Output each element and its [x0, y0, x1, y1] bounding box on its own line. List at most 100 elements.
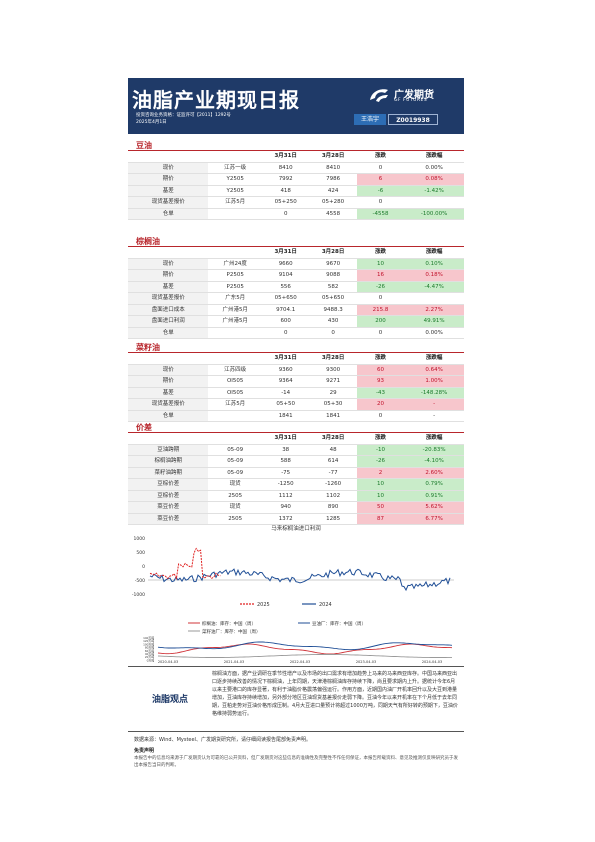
- table-cell: -75: [261, 467, 310, 479]
- table-cell: 盘面进口成本: [128, 304, 209, 316]
- table-cell: 05+30: [309, 398, 357, 411]
- series-2024-line: [149, 568, 451, 592]
- chart1-y-axis: 1000 500 0 -500 -1000: [132, 536, 145, 598]
- report-title: 油脂产业期现日报: [132, 88, 300, 112]
- table-cell: 890: [309, 501, 357, 514]
- series-2025-line: [149, 547, 221, 581]
- table-cell: 期价: [128, 269, 209, 282]
- header-cell: [208, 151, 262, 163]
- table-row: 现价 江苏四级 9360 9300 60 0.64%: [128, 364, 464, 376]
- table-cell: -: [404, 410, 464, 422]
- table-row: 豆棕价差 现货 -1250 -1260 10 0.79%: [128, 478, 464, 491]
- table-cell: Y2505: [208, 173, 262, 186]
- chart1-title: 马来棕榈油进口利润: [271, 524, 321, 532]
- table-cell: 广东5月: [208, 292, 262, 305]
- table-cell: 29: [309, 387, 357, 399]
- analyst-license: Z0019938: [388, 114, 438, 125]
- section-0: 豆油 3月31日 3月28日 涨跌 涨跌幅 现价 江苏一级 8410 8410 0 0.00% 期价 Y…: [128, 140, 464, 220]
- legend-soy: 豆油厂：库存：中国（周）: [312, 620, 366, 627]
- table-cell: -26: [356, 455, 405, 468]
- table-cell: P2505: [208, 281, 262, 293]
- report-page: 油脂产业期现日报 投资咨询业务资格：证监许可【2011】1292号 2025年4…: [128, 78, 464, 842]
- chart2-y-tick: 40万吨: [145, 652, 154, 656]
- table-cell: 0.18%: [404, 269, 464, 282]
- table-cell: 16: [356, 269, 405, 282]
- chart1-y-tick: 500: [136, 550, 145, 556]
- header-cell: 3月31日: [261, 353, 310, 365]
- disclaimer-text: 本报告中的信息均来源于广发期货认为可靠的已公开资料，但广发期货对这些信息的准确性…: [134, 756, 458, 768]
- table-cell: 9104: [261, 269, 310, 282]
- table-cell: 05+280: [309, 196, 357, 209]
- section-3: 价差 3月31日 3月28日 涨跌 涨跌幅 豆油跨期 05-09 38 48 -10 -20.83%…: [128, 422, 464, 525]
- table-cell: 9704.1: [261, 304, 310, 316]
- table-cell: 现货基差报价: [128, 196, 209, 209]
- table-cell: 05-09: [208, 455, 262, 468]
- table-cell: 菜豆价差: [128, 501, 209, 514]
- table-cell: 10: [356, 490, 405, 502]
- table-cell: 基差: [128, 387, 209, 399]
- legend-2024: 2024: [319, 602, 332, 608]
- table-cell: OI505: [208, 387, 262, 399]
- table-cell: 9364: [261, 375, 310, 388]
- section-title: 菜籽油: [128, 342, 464, 353]
- table-cell: [208, 208, 262, 220]
- table-cell: 7986: [309, 173, 357, 186]
- table-row: 现货基差报价 江苏5月 05+50 05+30 20-: [128, 398, 464, 411]
- table-cell: 9488.3: [309, 304, 357, 316]
- chart2-y-tick: 120万吨: [143, 639, 154, 643]
- header-cell: 3月31日: [261, 247, 310, 259]
- gf-logo-icon: [370, 89, 388, 102]
- chart1-legend: 2025 2024: [240, 602, 332, 608]
- table-cell: 940: [261, 501, 310, 514]
- table-cell: -6: [356, 185, 405, 197]
- table-row: 仓单 0 4558 -4558 -100.00%: [128, 208, 464, 220]
- table-cell: 0: [356, 327, 405, 339]
- header-cell: 3月31日: [261, 433, 310, 445]
- table-cell: 江苏5月: [208, 196, 262, 209]
- data-table: 3月31日 3月28日 涨跌 涨跌幅 现价 江苏四级 9360 9300 60 0.64% 期价 OI…: [128, 353, 464, 422]
- table-cell: 215.8: [356, 304, 405, 316]
- header-cell: 涨跌: [356, 353, 405, 365]
- header-cell: 3月31日: [261, 151, 310, 163]
- table-row: 期价 P2505 9104 9088 16 0.18%: [128, 269, 464, 282]
- table-cell: -4.47%: [404, 281, 464, 293]
- table-cell: 588: [261, 455, 310, 468]
- table-cell: 05+250: [261, 196, 310, 209]
- header-cell: 3月28日: [309, 247, 357, 259]
- chart1-y-tick: -1000: [132, 592, 145, 598]
- table-cell: -20.83%: [404, 444, 464, 456]
- report-date: 2025年4月1日: [136, 120, 167, 125]
- table-row: 基差 OI505 -14 29 -43 -148.28%: [128, 387, 464, 399]
- table-cell: 基差: [128, 281, 209, 293]
- table-cell: 418: [261, 185, 310, 197]
- table-cell: 38: [261, 444, 310, 456]
- table-cell: -148.28%: [404, 387, 464, 399]
- chart1-y-tick: 1000: [134, 536, 146, 542]
- legend-palm: 棕榈油：库存：中国（周）: [202, 620, 256, 627]
- chart2-x-tick: 2022-04-03: [290, 660, 310, 664]
- table-cell: 现货: [208, 501, 262, 514]
- table-cell: 0: [261, 208, 310, 220]
- header-cell: [128, 353, 209, 365]
- header-cell: 涨跌幅: [404, 353, 464, 365]
- table-cell: 江苏5月: [208, 398, 262, 411]
- chart2-x-axis: 2020-04-03 2021-04-03 2022-04-03 2023-04-03…: [158, 660, 442, 664]
- table-cell: 49.91%: [404, 315, 464, 328]
- table-cell: 2.27%: [404, 304, 464, 316]
- table-cell: -26: [356, 281, 405, 293]
- header-cell: [128, 433, 209, 445]
- table-cell: -77: [309, 467, 357, 479]
- table-cell: -14: [261, 387, 310, 399]
- table-cell: 20: [356, 398, 405, 411]
- header-cell: 3月28日: [309, 353, 357, 365]
- analyst-name: 王浩宇: [354, 114, 386, 125]
- table-cell: 0.00%: [404, 327, 464, 339]
- table-header-row: 3月31日 3月28日 涨跌 涨跌幅: [128, 151, 464, 163]
- table-cell: 豆油跨期: [128, 444, 209, 456]
- table-cell: 豆棕价差: [128, 490, 209, 502]
- table-cell: OI505: [208, 375, 262, 388]
- table-cell: [208, 327, 262, 339]
- chart1-y-tick: 0: [142, 564, 145, 570]
- table-cell: 1.00%: [404, 375, 464, 388]
